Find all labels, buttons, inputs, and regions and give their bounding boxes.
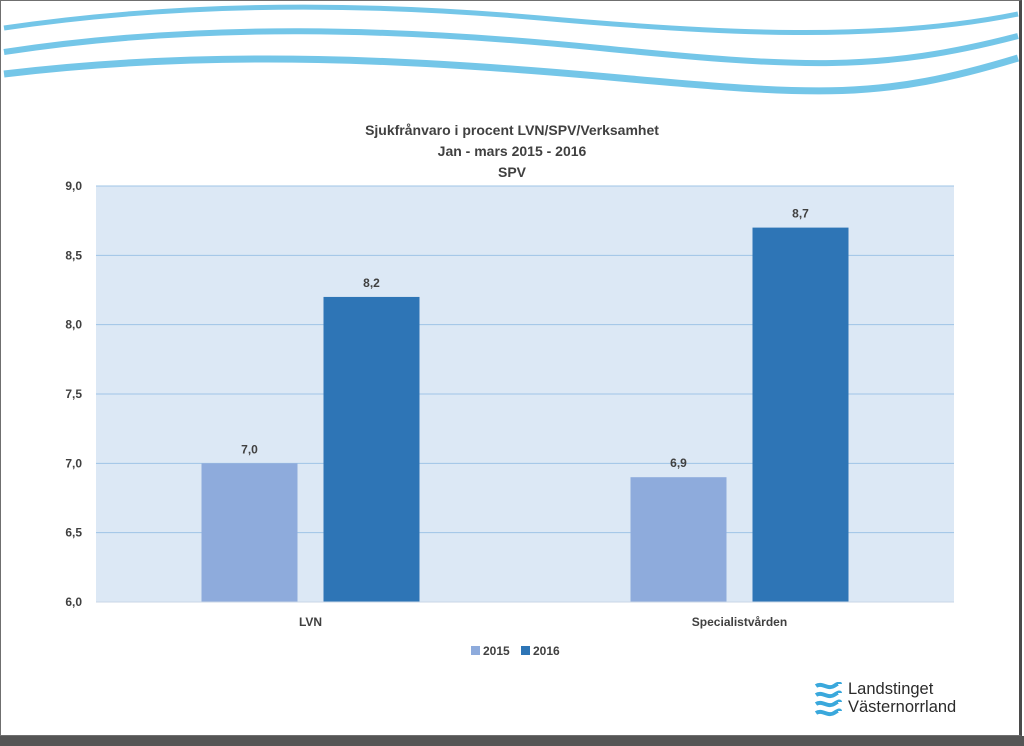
y-tick-label: 9,0 [65, 179, 82, 193]
y-tick-label: 8,0 [65, 318, 82, 332]
chart-subtitle-2: SPV [497, 164, 526, 180]
chart-title: Sjukfrånvaro i procent LVN/SPV/Verksamhe… [365, 122, 659, 138]
bottom-bar [0, 736, 1024, 746]
landstinget-logo: Landstinget Västernorrland [814, 680, 984, 720]
data-label: 8,2 [363, 276, 380, 290]
legend-swatch-2015 [471, 646, 480, 655]
legend-label-2015: 2015 [483, 644, 510, 658]
legend-label-2016: 2016 [533, 644, 560, 658]
data-label: 6,9 [670, 456, 687, 470]
logo-line-2: Västernorrland [848, 698, 957, 716]
data-label: 7,0 [241, 442, 258, 456]
y-tick-label: 7,0 [65, 456, 82, 470]
bar-2016-1 [752, 227, 849, 602]
x-tick-label: Specialistvården [692, 615, 787, 629]
bar-chart: 6,0 6,5 7,0 7,5 8,0 8,5 9,0 7,0 8,2 LVN 6,9 8,7 Spec… [65, 179, 954, 658]
y-tick-label: 8,5 [65, 248, 82, 262]
wave-line-3 [3, 54, 1020, 95]
x-tick-label: LVN [299, 615, 322, 629]
data-label: 8,7 [792, 207, 809, 221]
logo-waves-icon [814, 682, 842, 717]
bar-2015-1 [630, 477, 727, 602]
y-tick-label: 6,0 [65, 595, 82, 609]
header-waves [3, 4, 1020, 95]
y-tick-label: 6,5 [65, 526, 82, 540]
bar-2015-0 [201, 463, 298, 602]
legend-swatch-2016 [521, 646, 530, 655]
chart-subtitle: Jan - mars 2015 - 2016 [437, 143, 587, 159]
y-tick-label: 7,5 [65, 387, 82, 401]
logo-line-1: Landstinget [848, 680, 934, 698]
bar-2016-0 [323, 296, 420, 602]
wave-line-2 [3, 28, 1019, 67]
wave-line-1 [3, 4, 1019, 35]
